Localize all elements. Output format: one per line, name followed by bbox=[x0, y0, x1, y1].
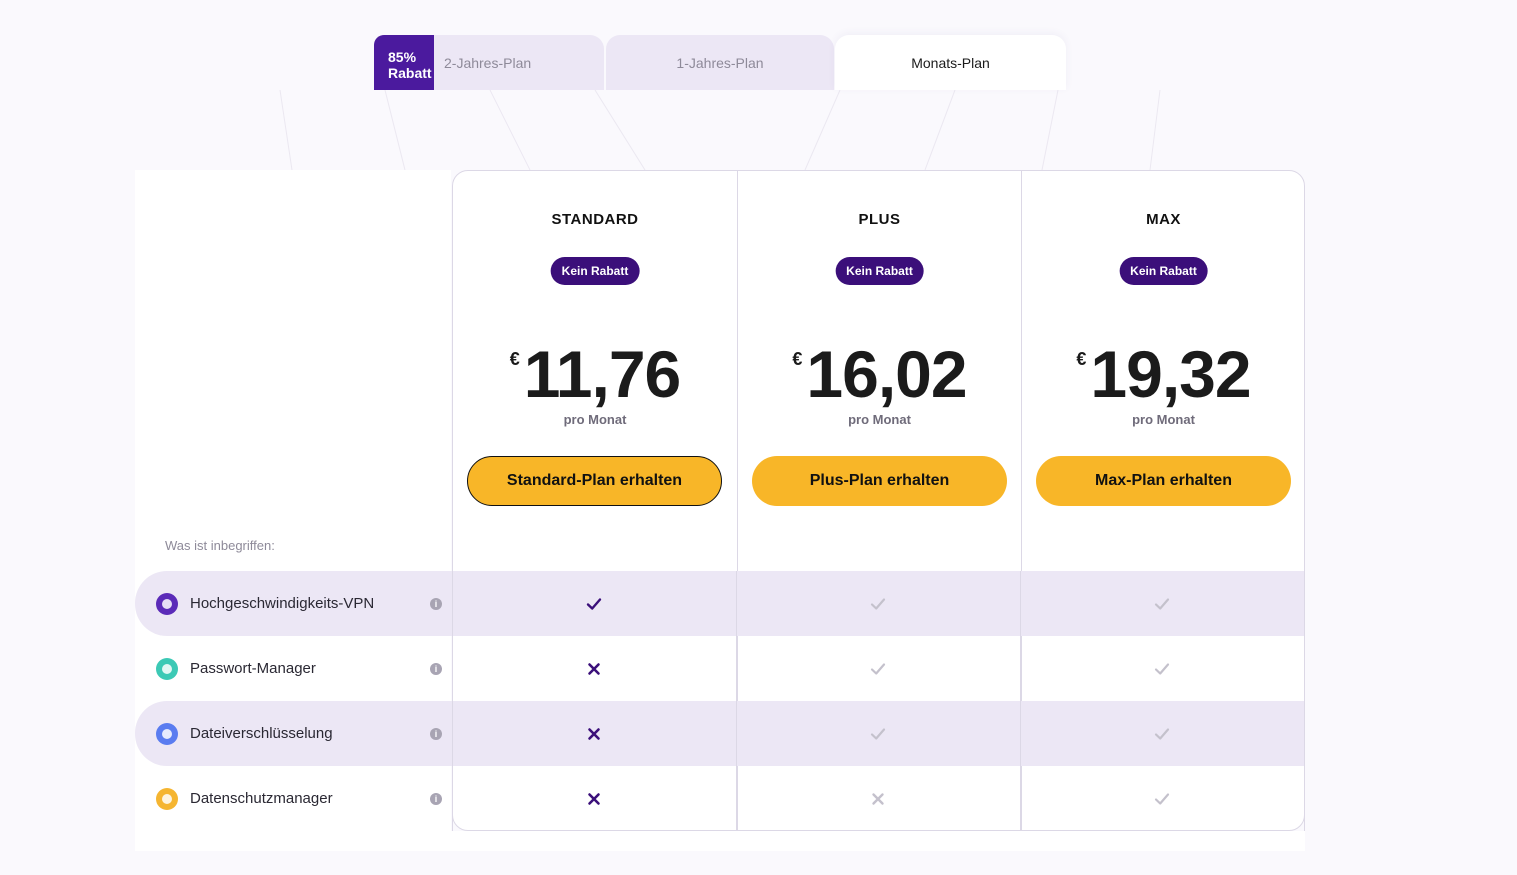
privacy-manager-icon bbox=[156, 787, 178, 810]
feature-availability bbox=[452, 766, 1305, 831]
check-icon bbox=[1020, 766, 1304, 831]
feature-label-cell: Passwort-Manager i bbox=[135, 636, 452, 701]
price-amount: 19,32 bbox=[1090, 337, 1251, 411]
cross-icon bbox=[452, 701, 736, 766]
tab-1-year-plan[interactable]: 1-Jahres-Plan bbox=[606, 35, 834, 90]
feature-availability bbox=[452, 571, 1305, 636]
plan-column-plus: PLUS Kein Rabatt €16,02 pro Monat Plus-P… bbox=[737, 171, 1021, 830]
feature-label: Hochgeschwindigkeits-VPN bbox=[190, 595, 375, 612]
plan-column-standard: STANDARD Kein Rabatt €11,76 pro Monat St… bbox=[453, 171, 737, 830]
table-footer bbox=[135, 831, 1305, 851]
cross-icon bbox=[736, 766, 1020, 831]
vpn-shield-icon bbox=[156, 592, 178, 615]
feature-label: Dateiverschlüsselung bbox=[190, 725, 333, 742]
info-icon[interactable]: i bbox=[430, 792, 442, 805]
currency-symbol: € bbox=[792, 349, 803, 369]
cross-icon bbox=[452, 766, 736, 831]
get-plus-plan-button[interactable]: Plus-Plan erhalten bbox=[752, 456, 1007, 506]
feature-row: Datenschutzmanager i bbox=[135, 766, 1305, 831]
currency-symbol: € bbox=[509, 349, 520, 369]
discount-pill: Kein Rabatt bbox=[1119, 257, 1208, 285]
feature-row: Hochgeschwindigkeits-VPN i bbox=[135, 571, 1305, 636]
file-encryption-icon bbox=[156, 722, 178, 745]
info-icon[interactable]: i bbox=[430, 727, 442, 740]
tab-monthly-plan[interactable]: Monats-Plan bbox=[835, 35, 1066, 90]
feature-row: Passwort-Manager i bbox=[135, 636, 1305, 701]
feature-label: Passwort-Manager bbox=[190, 660, 316, 677]
background-decoration bbox=[279, 90, 1161, 171]
included-heading: Was ist inbegriffen: bbox=[165, 538, 275, 553]
password-manager-icon bbox=[156, 657, 178, 680]
check-icon bbox=[1020, 571, 1304, 636]
price-amount: 11,76 bbox=[523, 337, 682, 411]
tab-2-year-label: 2-Jahres-Plan bbox=[444, 54, 532, 71]
plan-name: STANDARD bbox=[551, 211, 639, 228]
price-period: pro Monat bbox=[563, 412, 627, 427]
feature-row: Dateiverschlüsselung i bbox=[135, 701, 1305, 766]
price-period: pro Monat bbox=[1132, 412, 1195, 427]
check-icon bbox=[736, 571, 1020, 636]
discount-pill: Kein Rabatt bbox=[550, 257, 640, 285]
feature-label: Datenschutzmanager bbox=[190, 790, 333, 807]
price-amount: 16,02 bbox=[806, 337, 967, 411]
tab-1-year-label: 1-Jahres-Plan bbox=[676, 54, 764, 71]
price-period: pro Monat bbox=[848, 412, 911, 427]
plan-name: MAX bbox=[1146, 211, 1181, 228]
check-icon bbox=[736, 636, 1020, 701]
info-icon[interactable]: i bbox=[430, 597, 442, 610]
plan-price: €19,32 bbox=[1022, 337, 1304, 411]
discount-badge: 85% Rabatt bbox=[374, 35, 434, 90]
feature-label-cell: Datenschutzmanager i bbox=[135, 766, 452, 831]
currency-symbol: € bbox=[1076, 349, 1087, 369]
plan-column-max: MAX Kein Rabatt €19,32 pro Monat Max-Pla… bbox=[1021, 171, 1304, 830]
plan-name: PLUS bbox=[858, 211, 901, 228]
check-icon bbox=[1020, 636, 1304, 701]
cross-icon bbox=[452, 636, 736, 701]
discount-pill: Kein Rabatt bbox=[835, 257, 924, 285]
info-icon[interactable]: i bbox=[430, 662, 442, 675]
check-icon bbox=[1020, 701, 1304, 766]
get-standard-plan-button[interactable]: Standard-Plan erhalten bbox=[467, 456, 722, 506]
check-icon bbox=[452, 571, 736, 636]
plan-price: €11,76 bbox=[453, 339, 737, 409]
feature-availability bbox=[452, 636, 1305, 701]
feature-label-cell: Dateiverschlüsselung i bbox=[135, 701, 452, 766]
plan-price: €16,02 bbox=[738, 339, 1021, 409]
feature-label-cell: Hochgeschwindigkeits-VPN i bbox=[135, 571, 452, 636]
tab-2-year-plan[interactable]: 85% Rabatt 2-Jahres-Plan bbox=[374, 35, 604, 90]
feature-availability bbox=[452, 701, 1305, 766]
check-icon bbox=[736, 701, 1020, 766]
get-max-plan-button[interactable]: Max-Plan erhalten bbox=[1036, 456, 1291, 506]
tab-monthly-label: Monats-Plan bbox=[911, 54, 990, 71]
